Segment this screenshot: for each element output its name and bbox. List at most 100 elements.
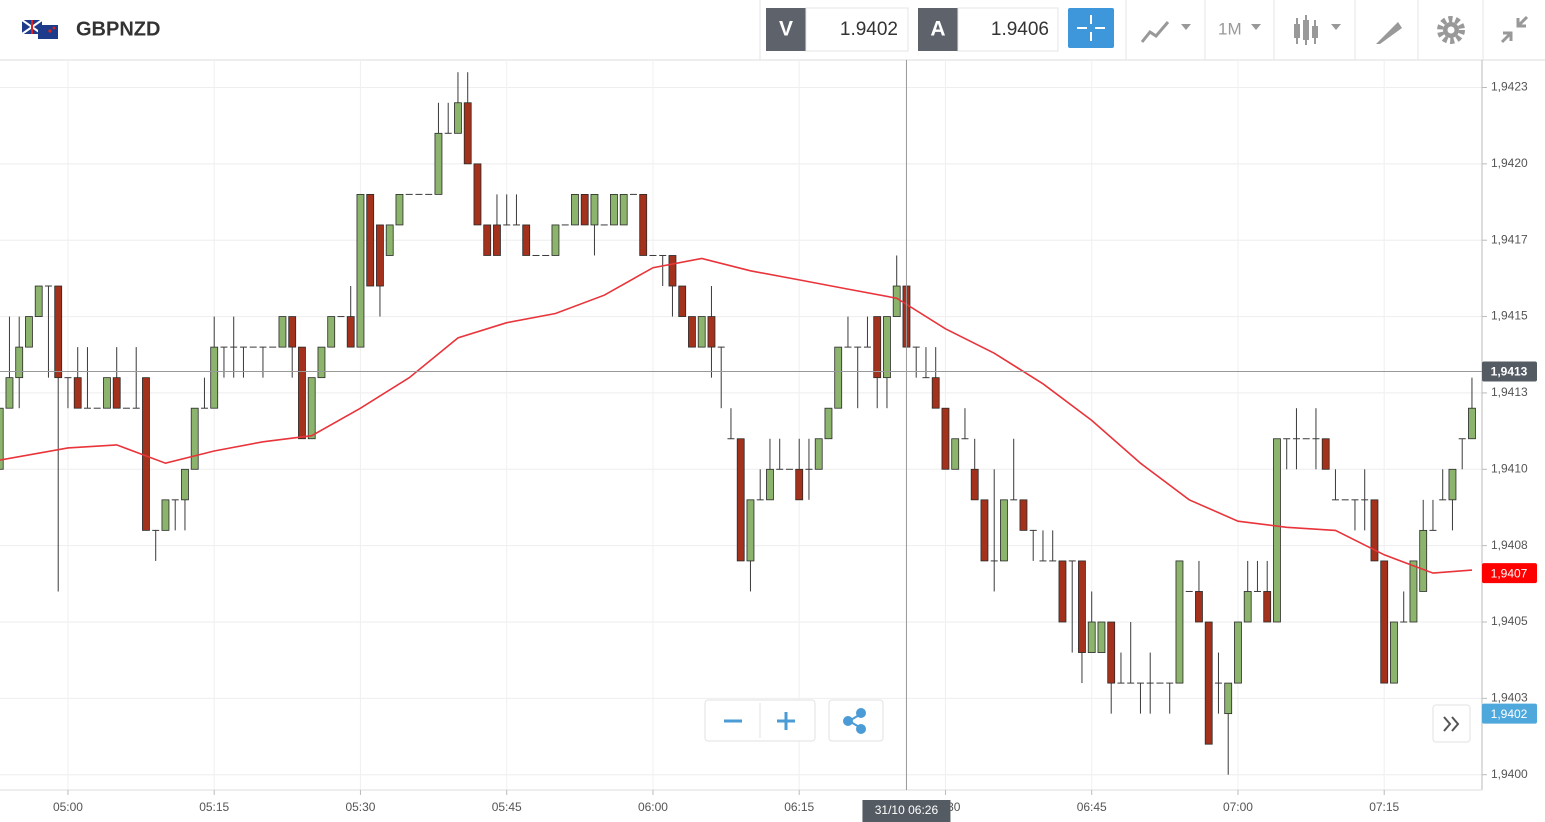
draw-button[interactable] xyxy=(1376,22,1402,44)
candle-body xyxy=(1263,591,1272,623)
zoom-controls xyxy=(704,699,1471,743)
price-marker xyxy=(1482,563,1537,584)
candle-body xyxy=(697,316,706,348)
ask-price: 1.9406 xyxy=(991,19,1049,40)
candle-body xyxy=(854,346,862,348)
candle-body xyxy=(590,193,599,226)
candle-body xyxy=(1068,560,1076,562)
x-tick-label: 05:00 xyxy=(53,800,83,814)
crosshair-button[interactable] xyxy=(1068,8,1114,48)
candle-body xyxy=(64,377,72,379)
timeframe[interactable]: 1M xyxy=(1218,19,1242,38)
price-marker-label: 1,9407 xyxy=(1491,566,1528,580)
candle-body xyxy=(1010,499,1018,501)
candle-body xyxy=(385,224,394,256)
candle-body xyxy=(1390,621,1398,684)
candle-body xyxy=(73,377,82,409)
candle-body xyxy=(103,377,111,409)
candle-body xyxy=(1380,560,1389,684)
collapse-button[interactable] xyxy=(1500,15,1529,44)
bid-label: V xyxy=(779,18,793,41)
candle-body xyxy=(395,193,404,226)
share-icon xyxy=(843,708,866,734)
candle-body xyxy=(805,468,813,470)
candle-body xyxy=(668,255,677,287)
candle-body xyxy=(415,193,423,195)
bid-button[interactable] xyxy=(766,8,806,51)
candle-body xyxy=(688,316,696,348)
candle-body xyxy=(1000,499,1008,562)
candle-body xyxy=(1019,499,1028,531)
price-marker-label: 1,9402 xyxy=(1491,707,1528,721)
candle-body xyxy=(824,407,833,440)
settings-button[interactable] xyxy=(1437,16,1465,44)
candle-body xyxy=(1195,591,1203,623)
candle-body xyxy=(1058,560,1067,623)
candle-body xyxy=(1185,590,1193,592)
candle-body xyxy=(1253,590,1261,592)
x-tick-label: 06:00 xyxy=(638,800,668,814)
y-tick-label: 1,9420 xyxy=(1491,156,1528,170)
candle-body xyxy=(425,193,433,195)
candle-body xyxy=(376,224,384,287)
overlay: 31/10 06:26 1,9413 1,9407 1,9402 xyxy=(0,60,1537,822)
candle-body xyxy=(142,377,150,531)
candle-body xyxy=(931,377,940,409)
candle-body xyxy=(1429,529,1437,531)
candle-body xyxy=(463,102,472,165)
share-button[interactable] xyxy=(828,699,884,742)
candle-body xyxy=(619,193,628,226)
candle-body xyxy=(220,346,228,348)
candle-body xyxy=(532,254,540,256)
y-tick-label: 1,9410 xyxy=(1491,461,1528,475)
y-tick-label: 1,9417 xyxy=(1491,232,1528,246)
candle-body xyxy=(1049,560,1057,562)
candle-body xyxy=(503,224,511,226)
candle-body xyxy=(746,499,755,562)
candle-body xyxy=(717,346,725,348)
candle-body xyxy=(707,316,716,348)
crosshair-y-label: 1,9413 xyxy=(1491,365,1528,379)
y-tick-label: 1,9415 xyxy=(1491,309,1528,323)
candle-body xyxy=(1302,438,1310,440)
candle-body xyxy=(580,193,589,226)
candle-body xyxy=(639,193,648,256)
candle-body xyxy=(551,224,560,256)
candle-body xyxy=(941,407,950,470)
price-marker xyxy=(1482,703,1537,724)
x-tick-label: 05:30 xyxy=(345,800,375,814)
x-tick-label: 07:15 xyxy=(1369,800,1399,814)
candle-body xyxy=(883,316,891,379)
chart-type-button[interactable] xyxy=(1140,21,1191,43)
candle-body xyxy=(1087,621,1096,653)
candle-body xyxy=(1097,621,1106,653)
zoom-in-button[interactable] xyxy=(777,712,795,730)
crosshair-x-label: 31/10 06:26 xyxy=(875,803,939,817)
candle-body xyxy=(0,407,4,470)
y-tick-label: 1,9423 xyxy=(1491,80,1528,94)
candle-body xyxy=(1175,560,1184,684)
candle-body xyxy=(863,346,871,348)
x-tick-label: 05:15 xyxy=(199,800,229,814)
candle-body xyxy=(814,438,823,470)
candle-body xyxy=(1312,438,1320,440)
candle-body xyxy=(249,346,257,348)
candle-body xyxy=(434,132,443,195)
y-tick-label: 1,9413 xyxy=(1491,385,1528,399)
candle-body xyxy=(239,346,247,348)
candle-body xyxy=(1136,682,1144,684)
ask-button[interactable] xyxy=(918,8,958,51)
candle-body xyxy=(1370,499,1379,562)
candle-body xyxy=(366,193,375,287)
crosshair-x-label-bg xyxy=(862,800,951,822)
candle-body xyxy=(1351,499,1359,501)
candle-body xyxy=(1078,560,1086,653)
candle-body xyxy=(1331,499,1339,501)
candle-body xyxy=(512,224,520,226)
candle-body xyxy=(980,499,989,562)
candle-body xyxy=(834,346,843,409)
scroll-right-button[interactable] xyxy=(1432,704,1471,743)
candle-body xyxy=(1292,438,1300,440)
indicators-button[interactable] xyxy=(1294,15,1341,45)
candle-body xyxy=(727,438,735,440)
